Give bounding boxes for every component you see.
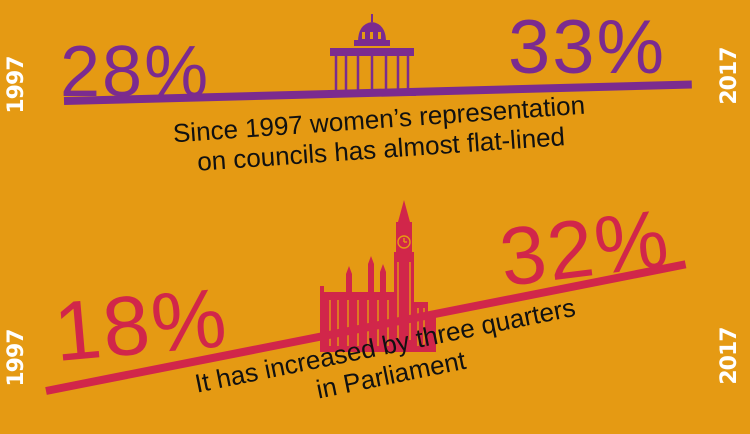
councils-start-year: 1997: [4, 56, 29, 114]
council-building-icon: [328, 14, 416, 96]
parliament-start-year: 1997: [4, 329, 29, 387]
councils-end-year: 2017: [717, 47, 742, 105]
councils-end-percentage: 33%: [508, 5, 667, 90]
parliament-end-year: 2017: [717, 327, 742, 385]
